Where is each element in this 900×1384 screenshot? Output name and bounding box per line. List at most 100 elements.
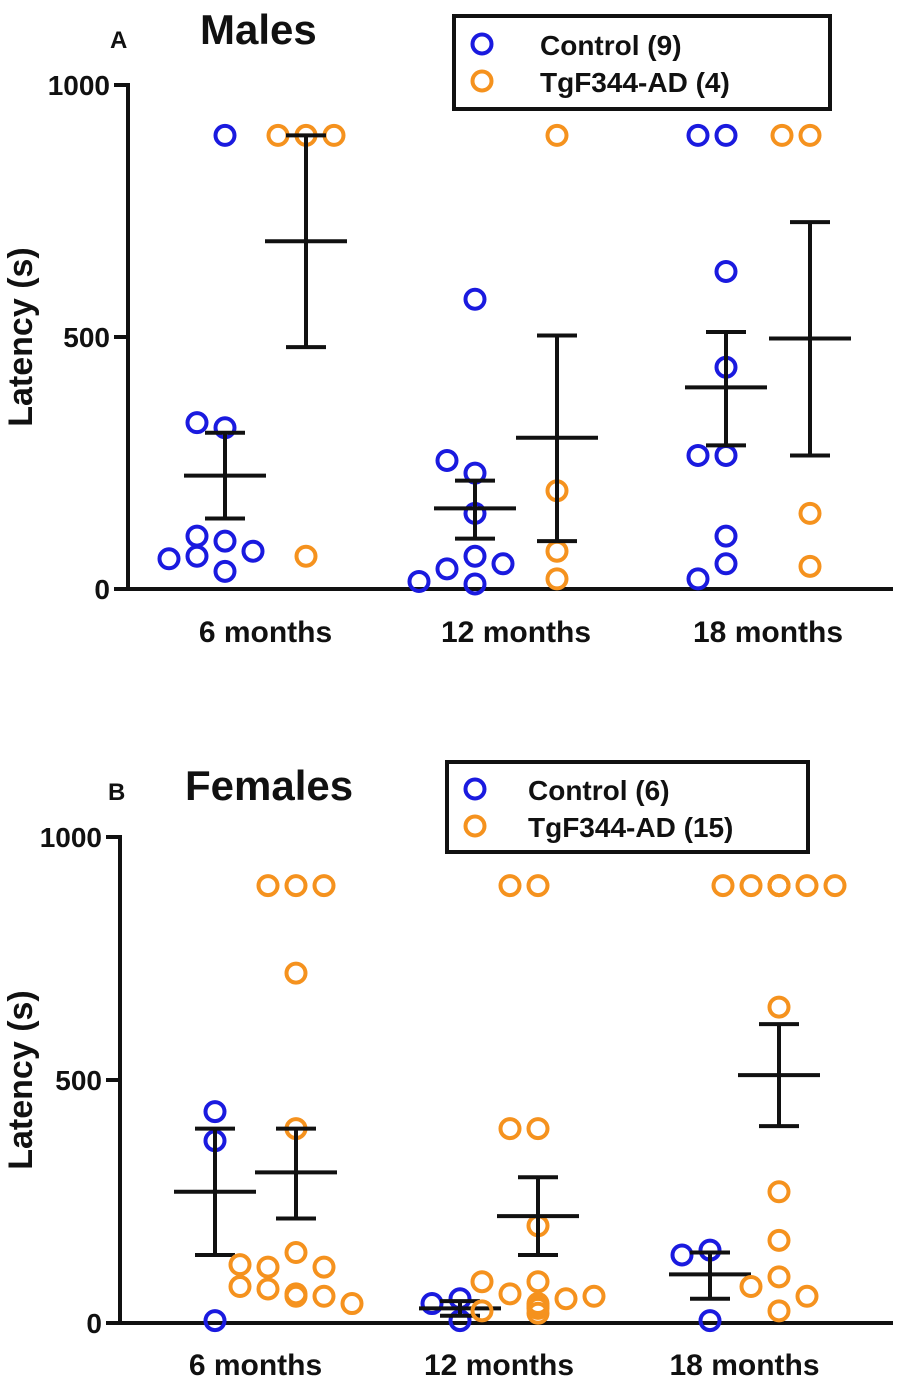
data-point bbox=[739, 874, 763, 898]
y-tick-label: 0 bbox=[94, 574, 110, 605]
x-category-label: 6 months bbox=[199, 616, 332, 649]
data-point bbox=[284, 961, 308, 985]
data-point bbox=[714, 259, 738, 283]
data-point bbox=[435, 557, 459, 581]
data-point bbox=[420, 1292, 444, 1316]
data-point bbox=[770, 123, 794, 147]
data-point bbox=[203, 1100, 227, 1124]
data-point bbox=[545, 567, 569, 591]
data-point bbox=[284, 1284, 308, 1308]
legend-marker-tgf344 bbox=[463, 814, 487, 838]
data-point bbox=[470, 1270, 494, 1294]
data-point bbox=[185, 524, 209, 548]
data-point bbox=[526, 1270, 550, 1294]
legend-marker-control bbox=[463, 777, 487, 801]
data-point bbox=[767, 1228, 791, 1252]
data-point bbox=[185, 544, 209, 568]
data-point bbox=[526, 1301, 550, 1325]
data-point bbox=[795, 1284, 819, 1308]
data-point bbox=[686, 443, 710, 467]
data-point bbox=[157, 547, 181, 571]
data-point bbox=[228, 1253, 252, 1277]
x-category-label: 18 months bbox=[669, 1349, 819, 1379]
y-axis-label: Latency (s) bbox=[2, 247, 40, 427]
data-point bbox=[312, 1255, 336, 1279]
data-point bbox=[498, 1117, 522, 1141]
legend-label-control: Control (9) bbox=[540, 30, 682, 61]
legend-label-control: Control (6) bbox=[528, 775, 670, 806]
data-point bbox=[526, 1294, 550, 1318]
data-point bbox=[798, 501, 822, 525]
data-point bbox=[739, 1275, 763, 1299]
x-category-label: 12 months bbox=[424, 1349, 574, 1379]
x-category-label: 12 months bbox=[441, 616, 591, 649]
data-point bbox=[463, 287, 487, 311]
legend-marker-tgf344 bbox=[470, 69, 494, 93]
data-point bbox=[823, 874, 847, 898]
y-tick-label: 0 bbox=[86, 1308, 102, 1339]
data-point bbox=[463, 572, 487, 596]
data-point bbox=[767, 1180, 791, 1204]
data-point bbox=[686, 567, 710, 591]
data-point bbox=[498, 1282, 522, 1306]
panel-letter: A bbox=[110, 27, 127, 54]
legend-marker-control bbox=[470, 32, 494, 56]
data-point bbox=[256, 1255, 280, 1279]
y-tick-label: 1000 bbox=[48, 70, 110, 101]
data-point bbox=[203, 1309, 227, 1333]
panel-letter: B bbox=[108, 779, 125, 806]
data-point bbox=[284, 1241, 308, 1265]
data-point bbox=[795, 874, 819, 898]
data-point bbox=[213, 559, 237, 583]
data-point bbox=[213, 123, 237, 147]
data-point bbox=[491, 552, 515, 576]
panel-b: B Females 0 500 1000 Latency (s) 6 months 12 mo… bbox=[2, 760, 893, 1382]
data-point bbox=[340, 1292, 364, 1316]
data-point bbox=[256, 874, 280, 898]
data-point bbox=[312, 874, 336, 898]
data-point bbox=[312, 1284, 336, 1308]
data-point bbox=[545, 539, 569, 563]
y-tick-label: 1000 bbox=[40, 822, 102, 853]
y-tick-label: 500 bbox=[55, 1065, 102, 1096]
data-point bbox=[322, 123, 346, 147]
data-point bbox=[686, 123, 710, 147]
y-axis-label: Latency (s) bbox=[2, 990, 40, 1170]
data-point bbox=[266, 123, 290, 147]
legend: Control (6) TgF344-AD (15) bbox=[445, 760, 810, 854]
data-point bbox=[767, 1265, 791, 1289]
data-point bbox=[498, 874, 522, 898]
data-point bbox=[526, 1117, 550, 1141]
data-point bbox=[670, 1243, 694, 1267]
legend: Control (9) TgF344-AD (4) bbox=[452, 14, 832, 111]
data-point bbox=[185, 411, 209, 435]
legend-label-tgf344: TgF344-AD (4) bbox=[540, 67, 730, 98]
data-point bbox=[256, 1277, 280, 1301]
legend-box bbox=[445, 760, 810, 854]
data-point bbox=[767, 995, 791, 1019]
data-point bbox=[714, 123, 738, 147]
data-point bbox=[463, 544, 487, 568]
data-point bbox=[228, 1275, 252, 1299]
data-point bbox=[213, 529, 237, 553]
data-point bbox=[798, 123, 822, 147]
data-point bbox=[545, 123, 569, 147]
data-point bbox=[241, 539, 265, 563]
data-point bbox=[767, 874, 791, 898]
x-category-label: 18 months bbox=[693, 616, 843, 649]
data-point bbox=[714, 524, 738, 548]
panel-title: Males bbox=[200, 6, 317, 53]
data-point bbox=[407, 569, 431, 593]
data-point bbox=[767, 1299, 791, 1323]
data-point bbox=[582, 1284, 606, 1308]
data-point bbox=[554, 1287, 578, 1311]
panel-a: A Males 0 500 1000 Latency (s) 6 months 12 mont… bbox=[2, 6, 893, 649]
data-point bbox=[798, 554, 822, 578]
legend-label-tgf344: TgF344-AD (15) bbox=[528, 812, 733, 843]
data-point bbox=[470, 1299, 494, 1323]
data-point bbox=[435, 448, 459, 472]
data-point bbox=[294, 544, 318, 568]
panel-title: Females bbox=[185, 762, 353, 809]
